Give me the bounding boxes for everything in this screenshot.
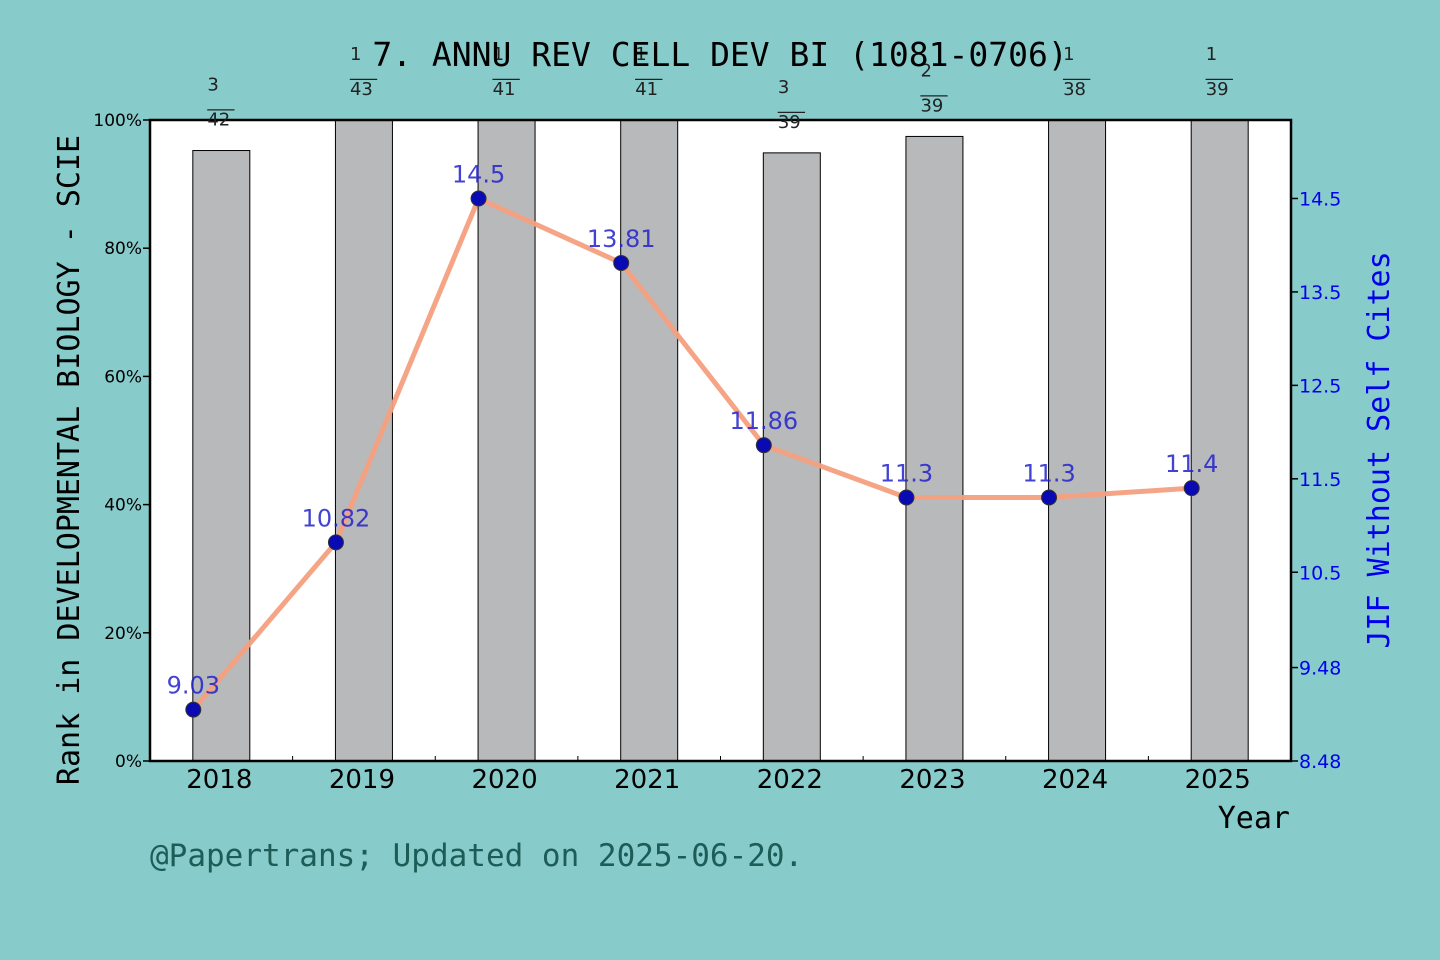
bar-rank-label-2023: 2 [920, 60, 931, 81]
right-tick-label: 10.5 [1299, 562, 1341, 584]
jif-value-label-2024: 11.3 [1022, 459, 1075, 487]
bar-rank-label-2018: 3 [207, 75, 218, 96]
bar-2019 [334, 119, 393, 762]
jif-marker-2023 [898, 489, 915, 506]
bar-2023 [905, 135, 964, 762]
x-tick-label-2018: 2018 [186, 765, 252, 795]
jif-value-label-2025: 11.4 [1165, 450, 1218, 478]
plot-area [150, 120, 1291, 761]
axes-layer: 0% 20% 40% 60% 80% 100% 8.48 9.48 10.5 11.5 12.5 13… [93, 111, 1341, 795]
jif-marker-2020 [470, 190, 487, 207]
x-tick-label-2020: 2020 [471, 765, 537, 795]
right-tick-label: 13.5 [1299, 282, 1341, 304]
bar-separator-2018: ___ [206, 91, 235, 112]
jif-marker-2025 [1183, 480, 1200, 497]
x-tick-label-2023: 2023 [899, 765, 965, 795]
jif-value-label-2018: 9.03 [167, 672, 220, 700]
jif-marker-2021 [613, 254, 630, 271]
jif-value-label-2019: 10.82 [302, 504, 371, 532]
x-axis-label: Year [1218, 801, 1290, 836]
jif-marker-2024 [1041, 489, 1058, 506]
bar-total-label-2020: 41 [493, 79, 516, 100]
right-tick-label: 11.5 [1299, 469, 1341, 491]
bar-total-label-2019: 43 [350, 79, 373, 100]
jif-value-label-2023: 11.3 [880, 459, 933, 487]
bar-rank-label-2019: 1 [350, 44, 361, 65]
x-tick-label-2019: 2019 [329, 765, 395, 795]
bar-rank-label-2022: 3 [778, 77, 789, 98]
x-tick-label-2024: 2024 [1042, 765, 1108, 795]
bars-layer [192, 119, 1249, 762]
jif-line [191, 195, 1192, 712]
bar-2025 [1190, 119, 1249, 762]
left-tick-label: 80% [104, 239, 142, 259]
bar-2021 [620, 119, 679, 762]
bar-total-label-2018: 42 [207, 110, 230, 131]
right-tick-label: 14.5 [1299, 188, 1341, 210]
line-layer [185, 190, 1200, 718]
bar-separator-2024: ___ [1062, 60, 1091, 81]
bar-total-label-2023: 39 [920, 95, 943, 116]
x-tick-label-2022: 2022 [757, 765, 823, 795]
jif-value-label-2021: 13.81 [587, 225, 656, 253]
x-tick-label-2025: 2025 [1185, 765, 1251, 795]
bar-rank-label-2021: 1 [635, 44, 646, 65]
bar-2018 [192, 150, 251, 762]
bar-separator-2025: ___ [1205, 60, 1234, 81]
bar-total-label-2022: 39 [778, 112, 801, 133]
bar-separator-2021: ___ [634, 60, 663, 81]
bar-2020 [477, 119, 536, 762]
bar-total-label-2024: 38 [1063, 79, 1086, 100]
left-tick-label: 0% [115, 752, 142, 772]
y-axis-left-label: Rank in DEVELOPMENTAL BIOLOGY - SCIE [52, 135, 87, 785]
chart-title: 7. ANNU REV CELL DEV BI (1081-0706) [372, 35, 1067, 74]
left-tick-label: 40% [104, 496, 142, 516]
left-tick-label: 60% [104, 367, 142, 387]
bar-rank-label-2024: 1 [1063, 44, 1074, 65]
bar-separator-2022: ___ [777, 93, 806, 114]
jif-marker-2022 [755, 437, 772, 454]
y-axis-right-label: JIF Without Self Cites [1362, 251, 1397, 648]
bar-rank-label-2025: 1 [1206, 44, 1217, 65]
footer-credit: @Papertrans; Updated on 2025-06-20. [150, 838, 803, 874]
jif-value-label-2020: 14.5 [452, 160, 505, 188]
left-tick-label: 100% [93, 111, 142, 131]
bar-total-label-2025: 39 [1206, 79, 1229, 100]
bar-separator-2020: ___ [492, 60, 521, 81]
labels-layer: 3___421___431___411___41 3___392___391___… [167, 44, 1234, 700]
jif-marker-2018 [185, 701, 202, 718]
jif-marker-2019 [327, 534, 344, 551]
bar-rank-label-2020: 1 [493, 44, 504, 65]
bar-total-label-2021: 41 [635, 79, 658, 100]
bar-separator-2019: ___ [349, 60, 378, 81]
right-tick-label: 12.5 [1299, 375, 1341, 397]
right-tick-label: 9.48 [1299, 658, 1341, 680]
x-tick-label-2021: 2021 [614, 765, 680, 795]
bar-2024 [1048, 119, 1107, 762]
jif-value-label-2022: 11.86 [729, 407, 798, 435]
left-tick-label: 20% [104, 624, 142, 644]
right-tick-label: 8.48 [1299, 751, 1341, 773]
bar-separator-2023: ___ [919, 76, 948, 97]
